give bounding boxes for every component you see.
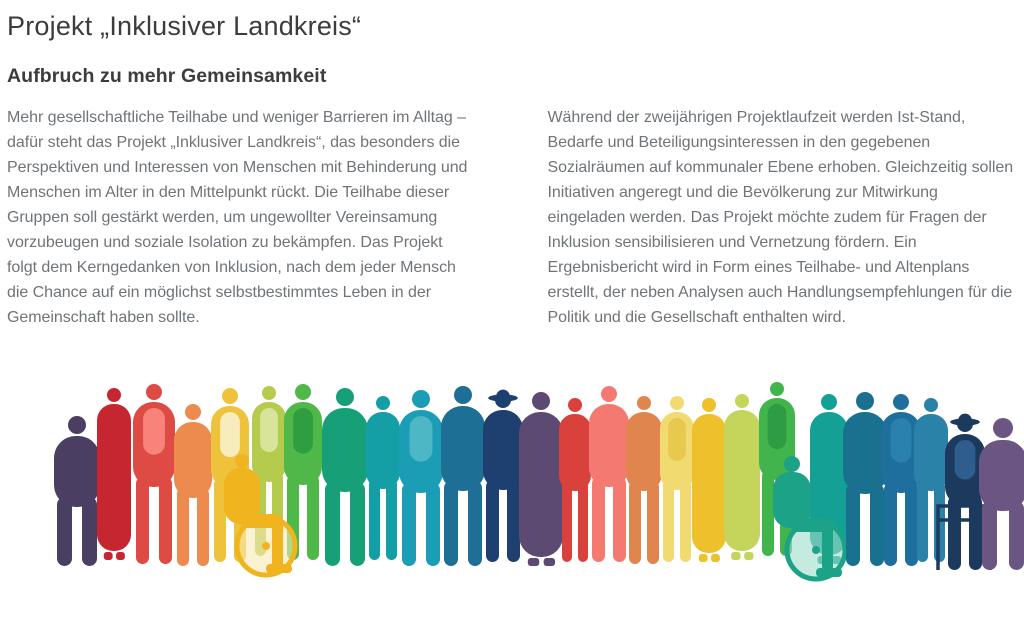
person-woman-wheelchair-yellow bbox=[224, 454, 298, 578]
project-section: Projekt „Inklusiver Landkreis“ Aufbruch … bbox=[0, 9, 1024, 590]
person-man-hoodie-darkteal bbox=[843, 392, 887, 566]
person-man-blue-crossed-arms bbox=[441, 386, 485, 566]
person-woman-red-plaid-pants bbox=[559, 398, 591, 562]
person-man-coral bbox=[626, 396, 662, 564]
crowd-svg bbox=[54, 382, 1024, 582]
person-woman-plaid-purple bbox=[54, 416, 100, 566]
person-woman-red-long-hair bbox=[97, 388, 131, 560]
intro-paragraph-left: Mehr gesellschaftliche Teilhabe und weni… bbox=[7, 109, 468, 326]
page-title: Projekt „Inklusiver Landkreis“ bbox=[7, 11, 362, 41]
person-woman-pale-yellow-scarf bbox=[660, 396, 694, 562]
person-man-red-salmon-shirt bbox=[133, 384, 175, 564]
person-man-wheelchair-teal bbox=[773, 456, 848, 582]
person-person-purple-robe bbox=[519, 392, 563, 566]
person-woman-teal-curly bbox=[366, 396, 400, 560]
person-woman-purple-heavy bbox=[979, 418, 1024, 570]
person-man-teal-shorts bbox=[399, 390, 443, 566]
page-subtitle: Aufbruch zu mehr Gemeinsamkeit bbox=[7, 65, 327, 87]
crowd-illustration bbox=[7, 378, 1024, 590]
person-woman-blue bbox=[914, 398, 948, 562]
intro-paragraph-right: Während der zweijährigen Projektlaufzeit… bbox=[547, 109, 1014, 326]
person-man-elderly-walker bbox=[936, 413, 992, 570]
person-man-salmon-coat bbox=[589, 386, 629, 562]
person-woman-yellowgreen-hair bbox=[724, 394, 760, 560]
person-man-blue-jeans bbox=[881, 394, 921, 566]
person-woman-golden-dress bbox=[692, 398, 726, 562]
person-woman-orange bbox=[174, 404, 212, 566]
person-man-navy-bucket-hat bbox=[483, 389, 523, 562]
intro-text-columns: Mehr gesellschaftliche Teilhabe und weni… bbox=[7, 105, 1014, 330]
person-man-teal-wide-pants bbox=[322, 388, 368, 566]
